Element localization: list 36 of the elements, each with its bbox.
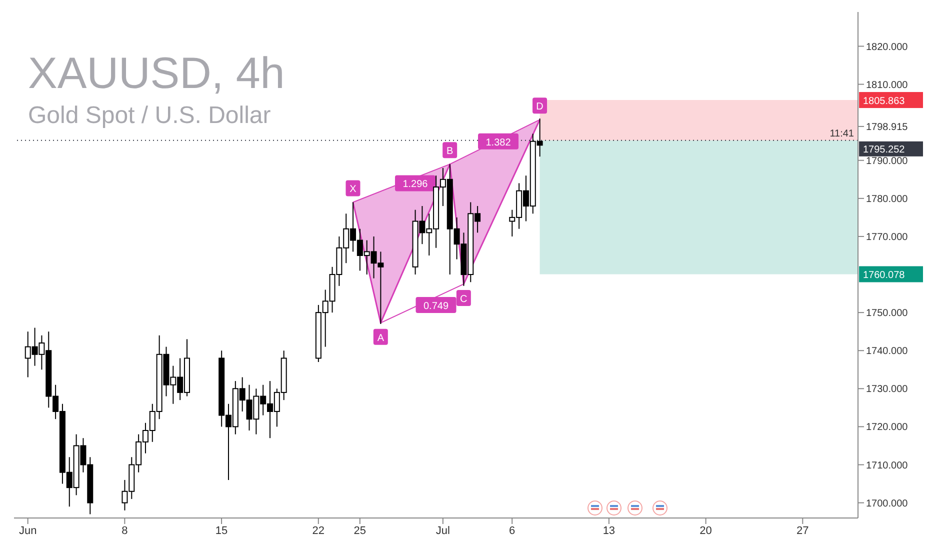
annotation: B bbox=[446, 146, 454, 158]
annotation: 0.749 bbox=[423, 300, 449, 312]
x-tick-label: 27 bbox=[796, 524, 809, 537]
annotation: D bbox=[536, 102, 544, 113]
y-tick-label: 1700.000 bbox=[866, 498, 908, 510]
annotation: 1.296 bbox=[402, 179, 428, 190]
y-tick-label: 1780.000 bbox=[866, 194, 908, 205]
y-tick-label: 1740.000 bbox=[866, 346, 908, 358]
y-tick-label: 1750.000 bbox=[866, 308, 908, 320]
y-tick-label: 1720.000 bbox=[866, 422, 908, 434]
y-tick-label: 1710.000 bbox=[866, 460, 908, 472]
annotation: C bbox=[460, 294, 468, 306]
ref-line-label: 1795.252 bbox=[863, 144, 906, 156]
x-tick-label: 25 bbox=[354, 524, 366, 537]
y-tick-label: 1770.000 bbox=[866, 232, 908, 244]
annotation: X bbox=[350, 184, 357, 196]
annotation: 11:41 bbox=[830, 128, 854, 140]
x-tick-label: 13 bbox=[602, 524, 616, 537]
band-label: 1805.863 bbox=[863, 96, 906, 108]
y-tick-label: 1798.915 bbox=[866, 122, 908, 134]
annotation: A bbox=[377, 332, 384, 344]
band-label: 1760.078 bbox=[863, 270, 906, 282]
text: Gold Spot / U.S. Dollar bbox=[28, 101, 272, 131]
x-tick-label: 6 bbox=[509, 524, 516, 537]
annotation: 1.382 bbox=[486, 137, 512, 148]
x-tick-label: 8 bbox=[122, 524, 128, 537]
x-tick-label: 22 bbox=[312, 524, 325, 537]
x-tick-label: 20 bbox=[700, 524, 712, 537]
x-tick-label: Jun bbox=[18, 524, 37, 537]
x-tick-label: 15 bbox=[215, 524, 228, 537]
text: XAUUSD, 4h bbox=[28, 48, 285, 100]
x-tick-label: Jul bbox=[436, 524, 450, 537]
y-tick-label: 1790.000 bbox=[866, 156, 908, 167]
y-tick-label: 1730.000 bbox=[866, 384, 908, 396]
y-tick-label: 1820.000 bbox=[866, 42, 908, 53]
y-tick-label: 1810.000 bbox=[866, 80, 908, 91]
